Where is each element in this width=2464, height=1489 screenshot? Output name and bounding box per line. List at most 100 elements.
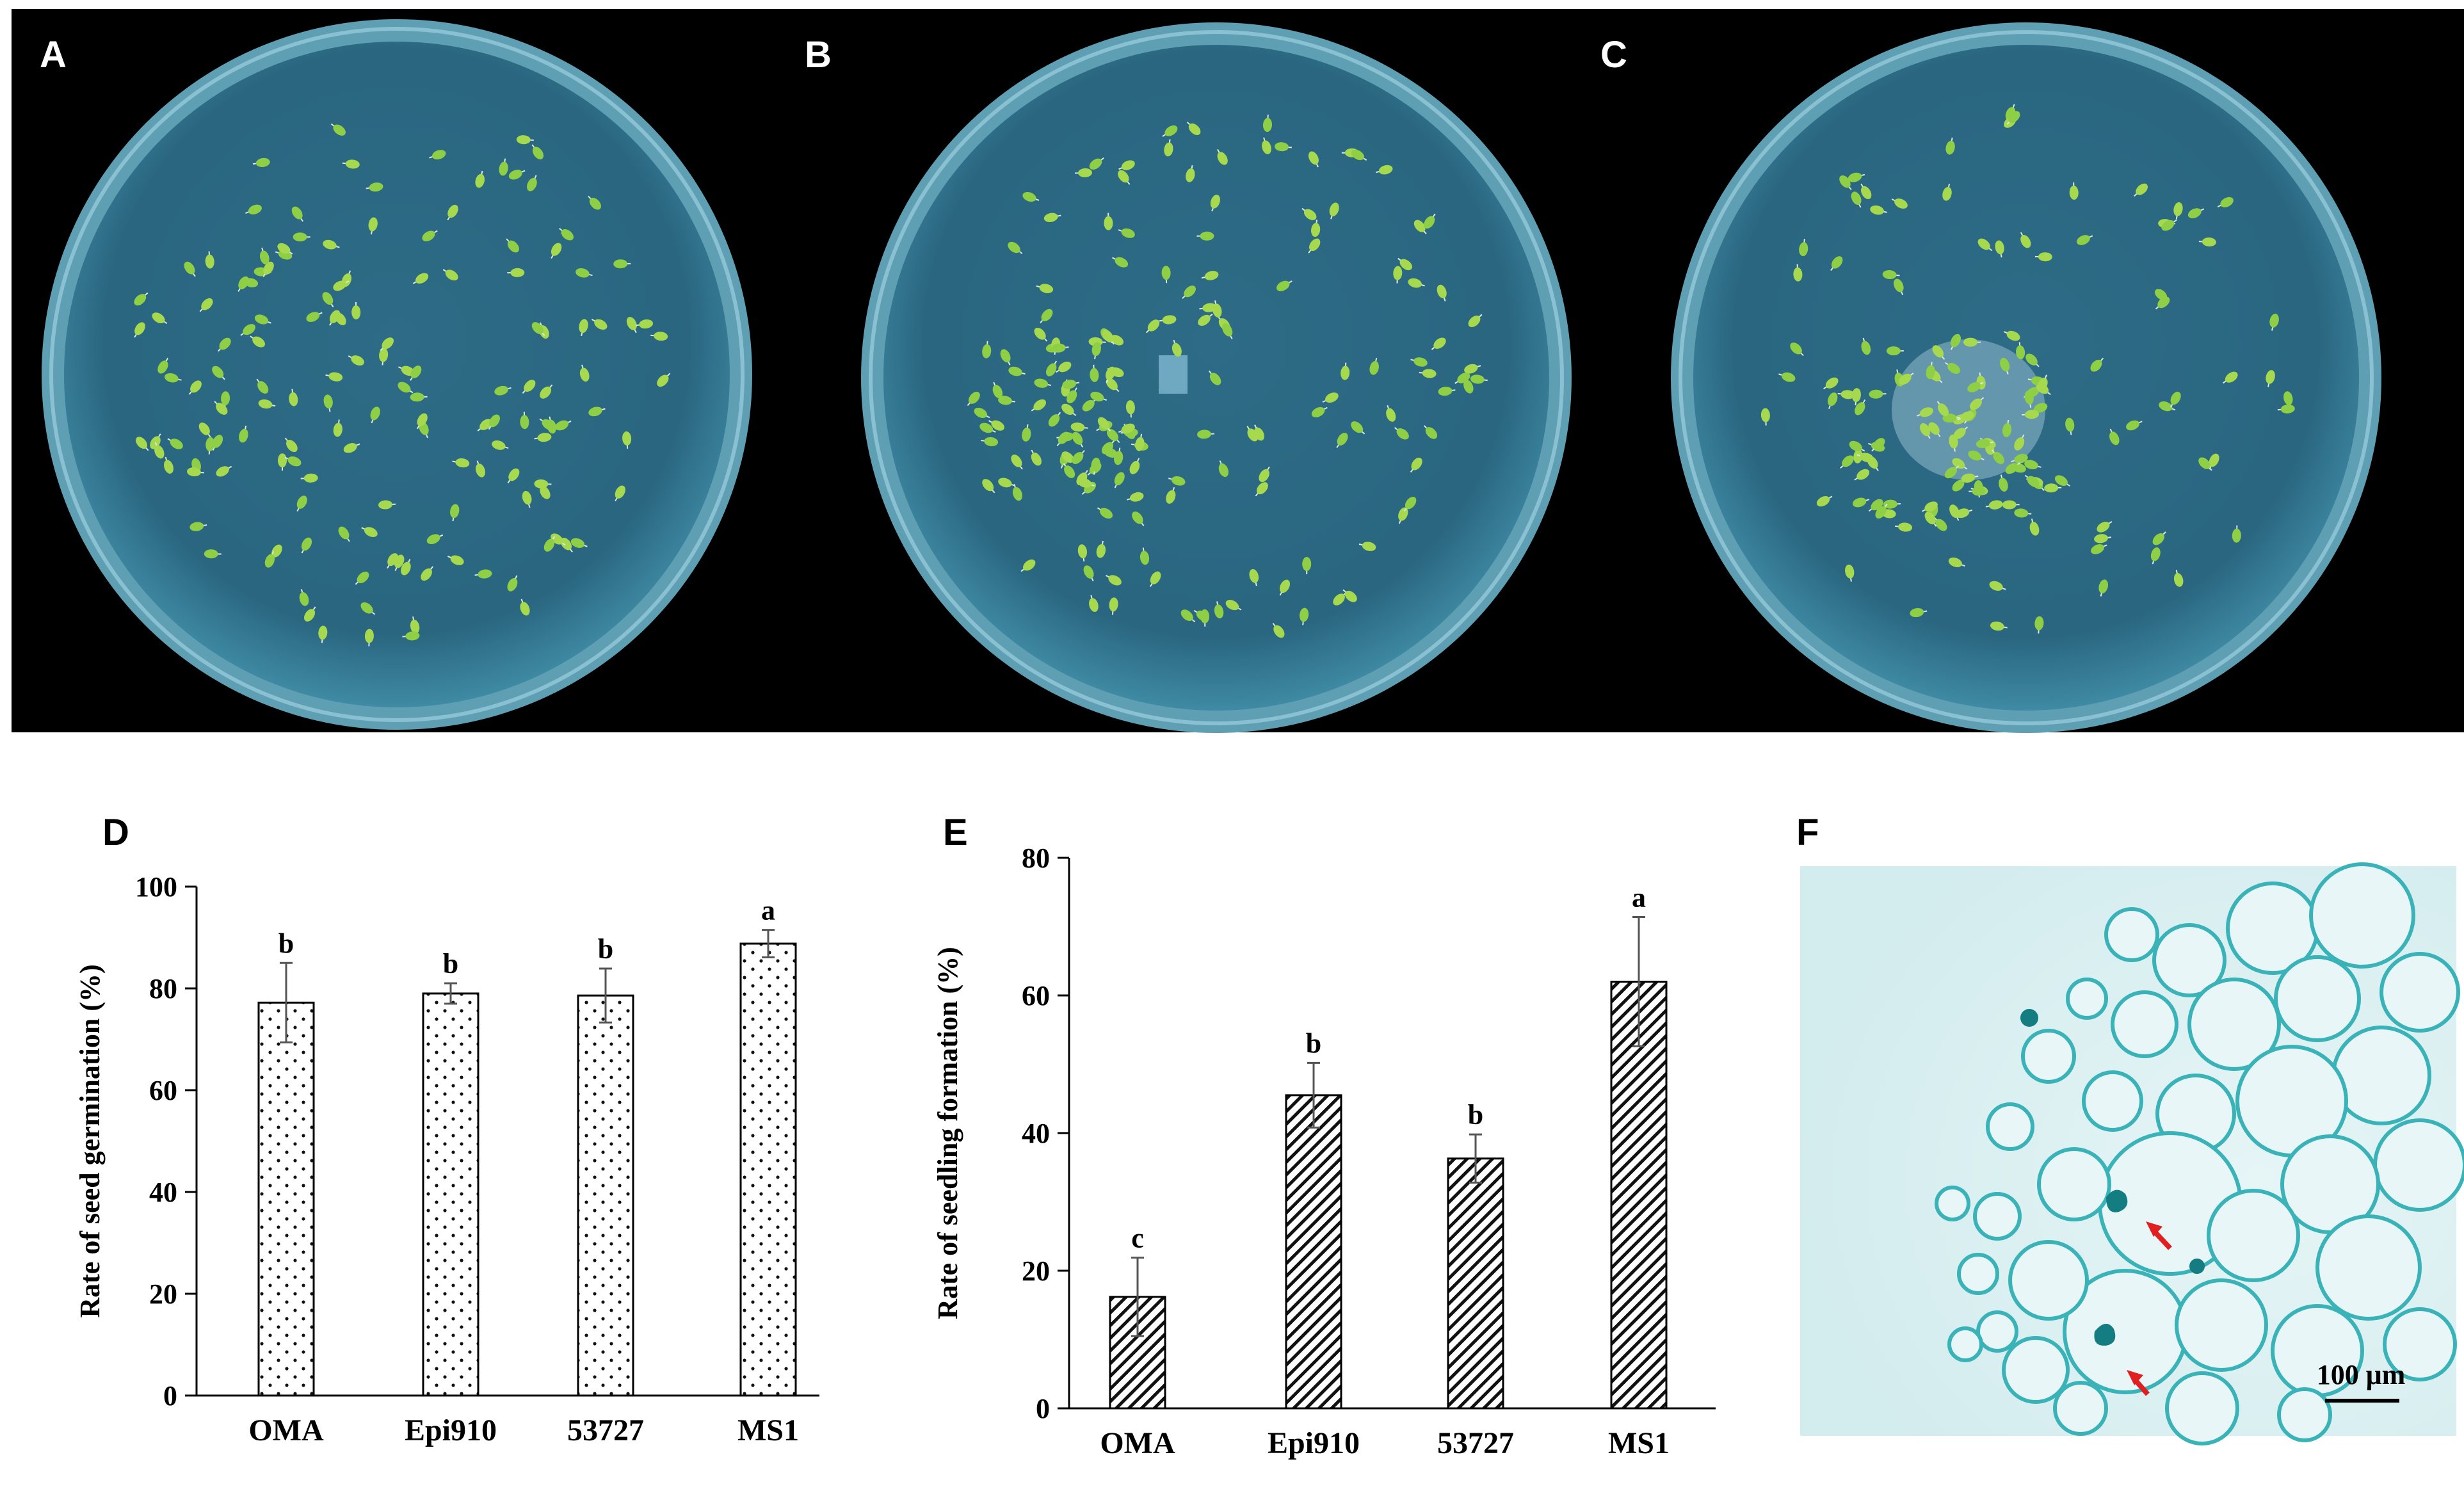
seedling xyxy=(422,230,438,241)
seedling xyxy=(1856,453,1874,463)
seedling xyxy=(1419,369,1437,378)
seedling xyxy=(1948,557,1965,568)
seedling xyxy=(1262,137,1271,154)
y-tick-label: 40 xyxy=(1022,1118,1050,1149)
seedling xyxy=(1397,257,1412,271)
panel-label-a: A xyxy=(40,34,67,76)
seedling xyxy=(1895,522,1913,532)
seedling xyxy=(401,559,411,575)
seedling xyxy=(559,228,574,241)
seedling xyxy=(1855,399,1866,415)
seedling xyxy=(252,157,270,167)
seedling xyxy=(2024,390,2034,408)
seedling xyxy=(1083,565,1094,582)
seedling xyxy=(2161,219,2177,231)
seedling xyxy=(343,443,360,453)
seedling xyxy=(2006,111,2020,125)
seedling xyxy=(982,341,992,358)
seedling xyxy=(520,412,529,430)
seedling xyxy=(1950,334,1961,350)
seedling xyxy=(1410,457,1422,473)
seedling xyxy=(1358,542,1376,551)
seedling xyxy=(1952,458,1968,470)
x-tick-label: 53727 xyxy=(1437,1426,1514,1460)
petri-dish-a xyxy=(42,19,752,730)
y-tick-label: 100 xyxy=(135,871,177,903)
seedling xyxy=(2209,453,2219,470)
seedling xyxy=(540,384,553,399)
seedling xyxy=(1851,388,1861,406)
seedling xyxy=(299,589,309,606)
peloton xyxy=(2106,1189,2128,1212)
x-tick-label: 53727 xyxy=(567,1413,644,1447)
peloton xyxy=(2020,1009,2038,1027)
seedling xyxy=(368,217,378,235)
seedling xyxy=(475,170,485,188)
seedling xyxy=(520,599,530,616)
seedling xyxy=(998,478,1015,488)
seedling xyxy=(277,243,293,255)
seedling xyxy=(333,280,350,291)
seedling xyxy=(579,319,588,337)
seedling xyxy=(1955,508,1973,519)
seedling xyxy=(1139,547,1150,565)
seedling xyxy=(1790,342,1804,357)
seedling xyxy=(1106,575,1122,586)
seedling xyxy=(189,522,207,531)
seedling xyxy=(1164,139,1173,157)
cell xyxy=(2274,955,2361,1042)
seedling xyxy=(1468,314,1483,328)
bar-epi910 xyxy=(422,992,479,1397)
seedling xyxy=(2198,457,2212,471)
seedling xyxy=(477,419,492,431)
seedling xyxy=(1210,195,1220,212)
seedling xyxy=(262,261,274,278)
seedling xyxy=(2097,520,2113,533)
seedling xyxy=(1470,374,1488,384)
seedling xyxy=(198,423,211,438)
seedling xyxy=(1031,399,1047,412)
seedling xyxy=(1869,389,1887,399)
seedling xyxy=(167,438,183,449)
seedling xyxy=(1022,424,1031,442)
seedling xyxy=(1105,366,1116,383)
seedling xyxy=(1437,284,1447,302)
cell xyxy=(1957,1253,1999,1295)
seedling xyxy=(1109,597,1118,615)
seedling xyxy=(531,322,545,336)
seedling xyxy=(974,407,990,419)
seedling xyxy=(1882,270,1900,280)
seedling xyxy=(2020,232,2031,248)
seedling xyxy=(1308,151,1319,168)
seedling xyxy=(1341,362,1350,380)
seedling xyxy=(2126,420,2143,431)
seedling xyxy=(1214,601,1224,618)
seedling xyxy=(1989,581,2006,591)
seedling xyxy=(1351,149,1367,161)
seedling xyxy=(2173,202,2183,220)
seedling xyxy=(1077,478,1095,488)
cell xyxy=(2315,1214,2422,1321)
seedling xyxy=(1926,362,1935,380)
seedling xyxy=(1899,373,1914,385)
seedling xyxy=(284,437,298,453)
seedling xyxy=(1208,370,1221,385)
seedling xyxy=(394,554,405,572)
seedling xyxy=(1043,213,1061,223)
seedling xyxy=(1839,175,1852,190)
seedling xyxy=(474,569,492,579)
seedling xyxy=(1870,205,1887,215)
seedling xyxy=(1919,423,1931,439)
x-tick-label: MS1 xyxy=(1608,1426,1670,1460)
seedling xyxy=(615,485,625,502)
seedling xyxy=(1823,377,1839,390)
seedling xyxy=(296,495,307,512)
bar-epi910 xyxy=(1285,1094,1342,1410)
seedling xyxy=(1937,401,1949,417)
seedling xyxy=(998,396,1015,405)
seedling xyxy=(1218,460,1229,478)
seedlings-a xyxy=(134,123,671,647)
seedling xyxy=(1300,608,1309,625)
seedling xyxy=(1961,473,1979,483)
seedling xyxy=(1393,266,1403,284)
